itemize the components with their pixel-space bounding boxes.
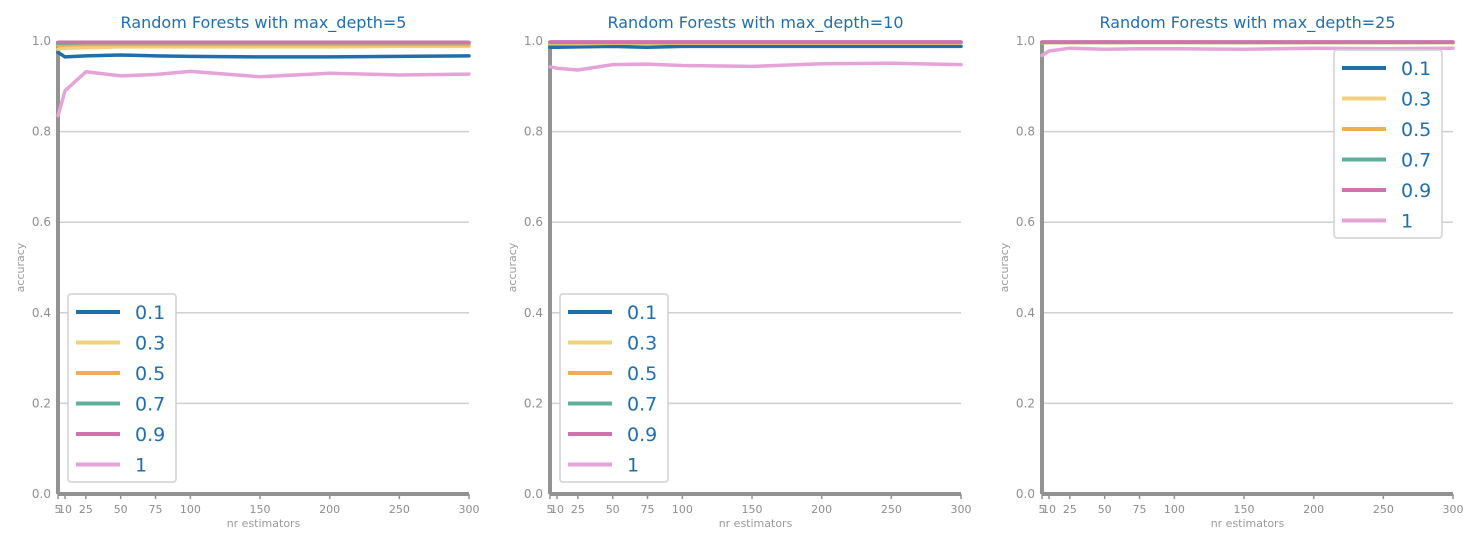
y-tick-label: 1.0 <box>524 34 543 48</box>
x-tick-label: 150 <box>1234 503 1255 516</box>
x-tick-label: 50 <box>1098 503 1112 516</box>
y-axis-label: accuracy <box>14 242 27 292</box>
x-tick-label: 25 <box>79 503 93 516</box>
y-tick-label: 0.0 <box>1016 487 1035 501</box>
series-line-0-3 <box>56 44 471 51</box>
y-tick-label: 1.0 <box>32 34 51 48</box>
x-tick-label: 200 <box>811 503 832 516</box>
x-tick-label: 100 <box>180 503 201 516</box>
x-tick-label: 150 <box>742 503 763 516</box>
legend-label: 0.1 <box>1401 58 1431 80</box>
x-tick-label: 200 <box>319 503 340 516</box>
y-axis-label: accuracy <box>506 242 519 292</box>
x-tick-label: 5 <box>1039 503 1046 516</box>
y-tick-label: 0.4 <box>32 306 51 320</box>
x-tick-label: 250 <box>1373 503 1394 516</box>
legend-label: 0.7 <box>135 394 165 416</box>
legend-label: 0.9 <box>627 424 657 446</box>
legend-label: 0.5 <box>135 363 165 385</box>
y-tick-label: 0.8 <box>524 125 543 139</box>
x-axis-label: nr estimators <box>1211 517 1285 530</box>
x-tick-label: 100 <box>672 503 693 516</box>
y-tick-label: 0.0 <box>524 487 543 501</box>
y-tick-label: 0.8 <box>32 125 51 139</box>
x-tick-label: 75 <box>1133 503 1147 516</box>
chart-title: Random Forests with max_depth=10 <box>607 13 903 33</box>
series-line-0-1 <box>548 44 963 50</box>
chart-panel-1: Random Forests with max_depth=5 0.0 0.2 0.4… <box>14 13 480 530</box>
x-tick-label: 150 <box>250 503 271 516</box>
chart-title: Random Forests with max_depth=25 <box>1099 13 1395 33</box>
chart-panel-3: Random Forests with max_depth=25 0.0 0.2 0.… <box>998 13 1464 530</box>
legend-label: 1 <box>135 455 147 477</box>
legend: 0.1 0.3 0.5 0.7 0.9 1 <box>67 293 177 483</box>
x-tick-label: 25 <box>571 503 585 516</box>
legend: 0.1 0.3 0.5 0.7 0.9 1 <box>1333 49 1443 239</box>
y-tick-label: 0.2 <box>32 396 51 410</box>
series-line-1 <box>1040 46 1455 58</box>
legend-label: 0.5 <box>627 363 657 385</box>
legend-label: 0.1 <box>135 302 165 324</box>
legend-label: 1 <box>627 455 639 477</box>
legend-label: 0.3 <box>135 333 165 355</box>
chart-panel-2: Random Forests with max_depth=10 0.0 0.2 0.… <box>506 13 972 530</box>
x-tick-label: 5 <box>547 503 554 516</box>
y-tick-label: 0.2 <box>524 396 543 410</box>
x-tick-label: 10 <box>550 503 564 516</box>
x-tick-label: 5 <box>55 503 62 516</box>
x-tick-label: 250 <box>881 503 902 516</box>
legend-label: 0.1 <box>627 302 657 324</box>
legend-label: 0.9 <box>135 424 165 446</box>
y-tick-label: 0.2 <box>1016 396 1035 410</box>
x-tick-label: 300 <box>459 503 480 516</box>
legend-label: 0.3 <box>627 333 657 355</box>
x-tick-label: 10 <box>58 503 72 516</box>
x-tick-label: 75 <box>641 503 655 516</box>
legend-label: 0.7 <box>627 394 657 416</box>
series-line-1 <box>548 61 963 72</box>
y-tick-label: 0.4 <box>524 306 543 320</box>
y-tick-label: 0.6 <box>524 215 543 229</box>
y-tick-label: 0.4 <box>1016 306 1035 320</box>
legend-label: 0.3 <box>1401 89 1431 111</box>
x-tick-label: 250 <box>389 503 410 516</box>
legend: 0.1 0.3 0.5 0.7 0.9 1 <box>559 293 669 483</box>
x-axis-label: nr estimators <box>719 517 793 530</box>
legend-label: 1 <box>1401 211 1413 233</box>
legend-label: 0.9 <box>1401 180 1431 202</box>
y-tick-label: 0.6 <box>1016 215 1035 229</box>
y-tick-label: 0.6 <box>32 215 51 229</box>
series-line-0-1 <box>56 50 471 59</box>
x-tick-label: 100 <box>1164 503 1185 516</box>
series-line-1 <box>56 69 471 118</box>
chart-title: Random Forests with max_depth=5 <box>121 13 407 33</box>
x-tick-label: 75 <box>149 503 163 516</box>
y-tick-label: 0.8 <box>1016 125 1035 139</box>
x-tick-label: 10 <box>1042 503 1056 516</box>
x-axis-label: nr estimators <box>227 517 301 530</box>
x-tick-label: 200 <box>1303 503 1324 516</box>
x-tick-label: 50 <box>114 503 128 516</box>
x-tick-label: 300 <box>1443 503 1464 516</box>
x-tick-label: 50 <box>606 503 620 516</box>
x-tick-label: 25 <box>1063 503 1077 516</box>
legend-label: 0.5 <box>1401 119 1431 141</box>
legend-label: 0.7 <box>1401 150 1431 172</box>
series-line-0-5 <box>56 42 471 48</box>
x-tick-label: 300 <box>951 503 972 516</box>
y-axis-label: accuracy <box>998 242 1011 292</box>
y-tick-label: 0.0 <box>32 487 51 501</box>
y-tick-label: 1.0 <box>1016 34 1035 48</box>
